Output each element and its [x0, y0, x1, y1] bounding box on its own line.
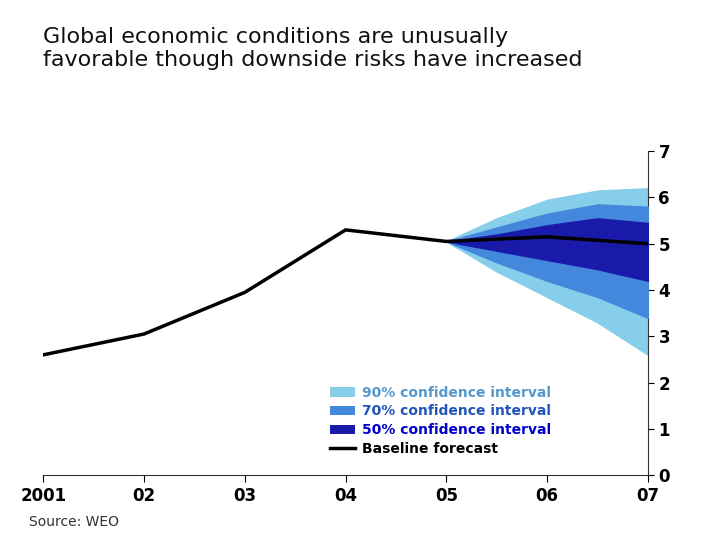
Text: Source: WEO: Source: WEO	[29, 515, 119, 529]
Text: Global economic conditions are unusually
favorable though downside risks have in: Global economic conditions are unusually…	[43, 27, 582, 70]
Legend: 90% confidence interval, 70% confidence interval, 50% confidence interval, Basel: 90% confidence interval, 70% confidence …	[324, 380, 557, 462]
